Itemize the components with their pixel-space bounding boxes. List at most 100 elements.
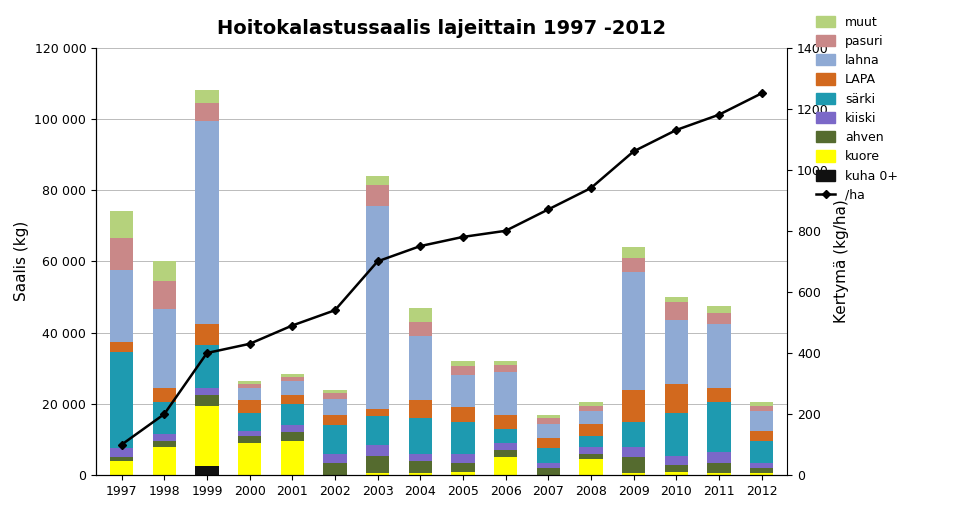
Bar	[153, 434, 176, 441]
Bar	[451, 366, 474, 375]
Bar	[109, 342, 133, 352]
Bar	[109, 457, 133, 461]
Bar	[195, 395, 219, 406]
Bar	[579, 454, 603, 459]
Bar	[622, 474, 645, 475]
Bar	[366, 206, 390, 409]
Bar	[238, 384, 261, 388]
Bar	[579, 447, 603, 454]
Bar	[195, 406, 219, 466]
Bar	[537, 414, 560, 418]
Bar	[109, 352, 133, 448]
Bar	[537, 438, 560, 448]
/ha	[586, 185, 597, 191]
/ha	[500, 228, 512, 234]
Bar	[109, 211, 133, 238]
Bar	[537, 418, 560, 423]
Bar	[664, 413, 688, 456]
Bar	[280, 404, 304, 426]
Bar	[664, 465, 688, 472]
Bar	[238, 436, 261, 443]
Bar	[750, 463, 774, 468]
Bar	[324, 426, 347, 454]
Bar	[409, 418, 432, 454]
Bar	[451, 408, 474, 422]
Bar	[366, 409, 390, 417]
Bar	[451, 454, 474, 463]
Bar	[750, 441, 774, 463]
Bar	[195, 120, 219, 324]
Bar	[366, 474, 390, 475]
Y-axis label: Saalis (kg): Saalis (kg)	[13, 221, 29, 301]
Bar	[324, 414, 347, 426]
Bar	[195, 345, 219, 388]
Bar	[493, 365, 517, 372]
Bar	[280, 381, 304, 395]
/ha	[415, 243, 426, 249]
Bar	[708, 306, 731, 313]
Bar	[366, 456, 390, 474]
Bar	[195, 466, 219, 475]
Y-axis label: Kertymä (kg/ha): Kertymä (kg/ha)	[834, 200, 850, 323]
Bar	[238, 400, 261, 413]
Bar	[366, 445, 390, 456]
Bar	[153, 402, 176, 434]
/ha	[372, 258, 383, 265]
Bar	[708, 463, 731, 474]
Bar	[366, 185, 390, 206]
/ha	[329, 307, 341, 314]
Bar	[750, 402, 774, 406]
/ha	[116, 441, 128, 448]
Bar	[451, 422, 474, 454]
Bar	[708, 474, 731, 475]
Bar	[409, 454, 432, 461]
Bar	[664, 472, 688, 475]
/ha	[713, 111, 725, 118]
Bar	[324, 393, 347, 399]
Bar	[238, 443, 261, 475]
Line: /ha: /ha	[119, 91, 764, 447]
Bar	[366, 417, 390, 445]
Bar	[664, 384, 688, 413]
Legend: muut, pasuri, lahna, LAPA, särki, kiiski, ahven, kuore, kuha 0+, /ha: muut, pasuri, lahna, LAPA, särki, kiiski…	[811, 11, 903, 207]
Bar	[622, 447, 645, 457]
Bar	[579, 411, 603, 423]
Bar	[153, 309, 176, 388]
/ha	[542, 206, 554, 213]
Bar	[622, 272, 645, 390]
Bar	[750, 468, 774, 474]
Bar	[451, 375, 474, 408]
Bar	[280, 426, 304, 432]
Bar	[324, 463, 347, 475]
Bar	[409, 336, 432, 400]
Bar	[238, 431, 261, 436]
Bar	[195, 324, 219, 345]
Bar	[750, 406, 774, 411]
Bar	[750, 474, 774, 475]
/ha	[670, 127, 682, 133]
Bar	[153, 281, 176, 309]
Bar	[537, 448, 560, 463]
Bar	[750, 431, 774, 441]
Bar	[579, 436, 603, 447]
Bar	[664, 456, 688, 465]
Bar	[409, 322, 432, 336]
Bar	[324, 390, 347, 393]
Bar	[280, 395, 304, 404]
Bar	[153, 388, 176, 402]
Bar	[324, 454, 347, 463]
Bar	[622, 457, 645, 474]
Bar	[109, 270, 133, 342]
/ha	[158, 411, 170, 417]
Bar	[153, 441, 176, 447]
Bar	[493, 372, 517, 414]
/ha	[286, 322, 298, 328]
Bar	[324, 399, 347, 414]
Bar	[493, 414, 517, 429]
Bar	[280, 432, 304, 441]
Bar	[664, 297, 688, 303]
Bar	[109, 238, 133, 270]
/ha	[202, 350, 213, 356]
Bar	[708, 402, 731, 452]
/ha	[756, 90, 767, 97]
